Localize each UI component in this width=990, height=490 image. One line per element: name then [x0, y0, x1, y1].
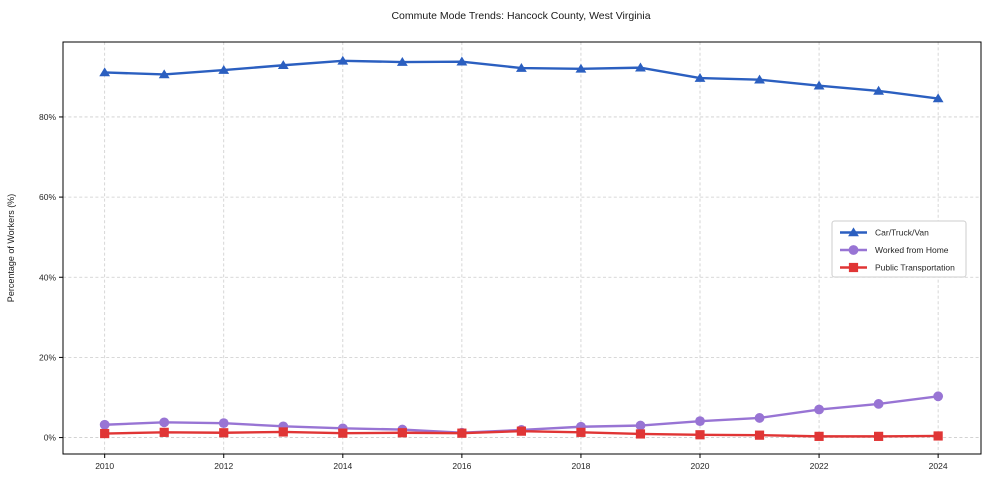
- square-marker: [695, 430, 705, 440]
- circle-marker: [933, 391, 944, 402]
- circle-marker: [99, 419, 110, 430]
- triangle-marker: [694, 72, 706, 82]
- circle-marker: [218, 418, 229, 429]
- legend-box: [831, 220, 967, 278]
- circle-marker: [159, 417, 170, 428]
- x-tick-label: 2024: [929, 461, 948, 471]
- series-public-transportation: [100, 426, 943, 441]
- axis-ticks: 2010 2012 2014 2016 2018 2020 2022 2024 0% 20% 40%…: [39, 112, 948, 471]
- square-marker: [933, 431, 943, 441]
- axes-spines: [62, 41, 982, 455]
- legend-entry-worked-from-home: Worked from Home: [840, 245, 949, 255]
- triangle-marker: [337, 55, 349, 65]
- circle-marker: [848, 245, 859, 255]
- square-marker: [874, 431, 884, 441]
- x-tick-label: 2014: [333, 461, 352, 471]
- circle-marker: [814, 404, 824, 415]
- chart-title: Commute Mode Trends: Hancock County, Wes…: [391, 10, 650, 22]
- triangle-marker: [848, 227, 859, 237]
- x-tick-label: 2018: [571, 461, 590, 471]
- triangle-marker: [575, 63, 587, 73]
- triangle-marker: [754, 74, 765, 84]
- triangle-marker: [932, 93, 944, 103]
- triangle-marker: [158, 69, 170, 79]
- series-car-truck-van: [99, 55, 944, 103]
- triangle-marker: [218, 64, 230, 74]
- square-marker: [397, 428, 407, 438]
- triangle-marker: [635, 62, 646, 72]
- square-marker: [219, 428, 229, 438]
- square-marker: [278, 427, 288, 437]
- square-marker: [635, 429, 646, 439]
- square-marker: [159, 427, 169, 437]
- y-tick-label: 60%: [39, 192, 56, 202]
- circle-marker: [873, 399, 884, 409]
- y-tick-label: 40%: [39, 272, 56, 282]
- plot-border: [62, 41, 982, 455]
- data-series: [99, 55, 944, 441]
- y-tick-label: 80%: [39, 112, 56, 122]
- square-marker: [457, 428, 467, 438]
- legend: Car/Truck/Van Worked from Home Public Tran…: [831, 220, 967, 278]
- x-tick-label: 2016: [452, 461, 471, 471]
- legend-label: Public Transportation: [875, 263, 955, 273]
- x-tick-label: 2010: [95, 461, 114, 471]
- legend-entry-public-transportation: Public Transportation: [840, 263, 955, 273]
- triangle-marker: [813, 80, 825, 90]
- square-marker: [576, 427, 586, 437]
- square-marker: [754, 430, 765, 440]
- triangle-marker: [396, 56, 408, 66]
- triangle-marker: [277, 60, 289, 70]
- square-marker: [338, 428, 348, 438]
- triangle-marker: [516, 62, 527, 72]
- x-tick-label: 2020: [691, 461, 710, 471]
- legend-entry-car-truck-van: Car/Truck/Van: [840, 227, 929, 238]
- y-tick-label: 0%: [44, 433, 57, 443]
- y-tick-label: 20%: [39, 352, 56, 362]
- x-tick-label: 2022: [810, 461, 829, 471]
- x-tick-label: 2012: [214, 461, 233, 471]
- circle-marker: [754, 413, 765, 423]
- square-marker: [848, 262, 859, 273]
- legend-label: Worked from Home: [875, 245, 949, 255]
- y-axis-label: Percentage of Workers (%): [6, 194, 16, 302]
- triangle-marker: [99, 67, 111, 77]
- square-marker: [814, 431, 824, 441]
- triangle-marker: [873, 85, 885, 95]
- circle-marker: [695, 416, 705, 427]
- square-marker: [100, 428, 110, 439]
- triangle-marker: [456, 56, 468, 66]
- square-marker: [516, 426, 527, 436]
- circle-marker: [635, 420, 646, 431]
- legend-label: Car/Truck/Van: [875, 228, 929, 238]
